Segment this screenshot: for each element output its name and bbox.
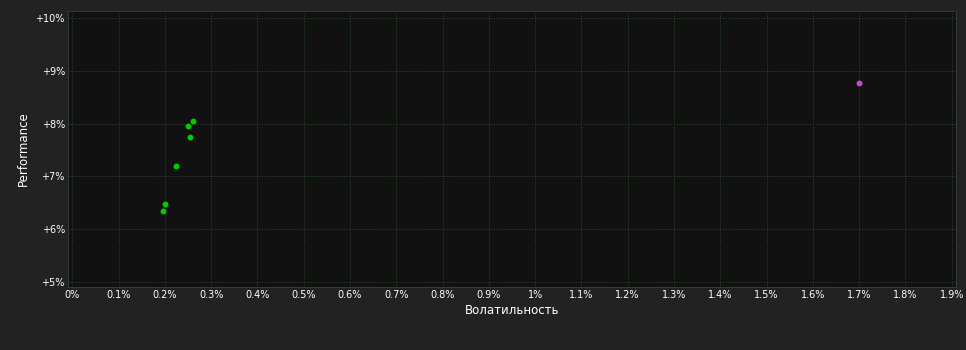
Point: [157, 201, 173, 206]
Y-axis label: Performance: Performance: [17, 111, 30, 186]
Point: [183, 134, 198, 140]
Point: [185, 118, 200, 124]
Point: [169, 163, 185, 169]
Point: [181, 124, 196, 129]
Point: [155, 208, 170, 213]
X-axis label: Волатильность: Волатильность: [465, 304, 559, 317]
Point: [851, 80, 867, 85]
